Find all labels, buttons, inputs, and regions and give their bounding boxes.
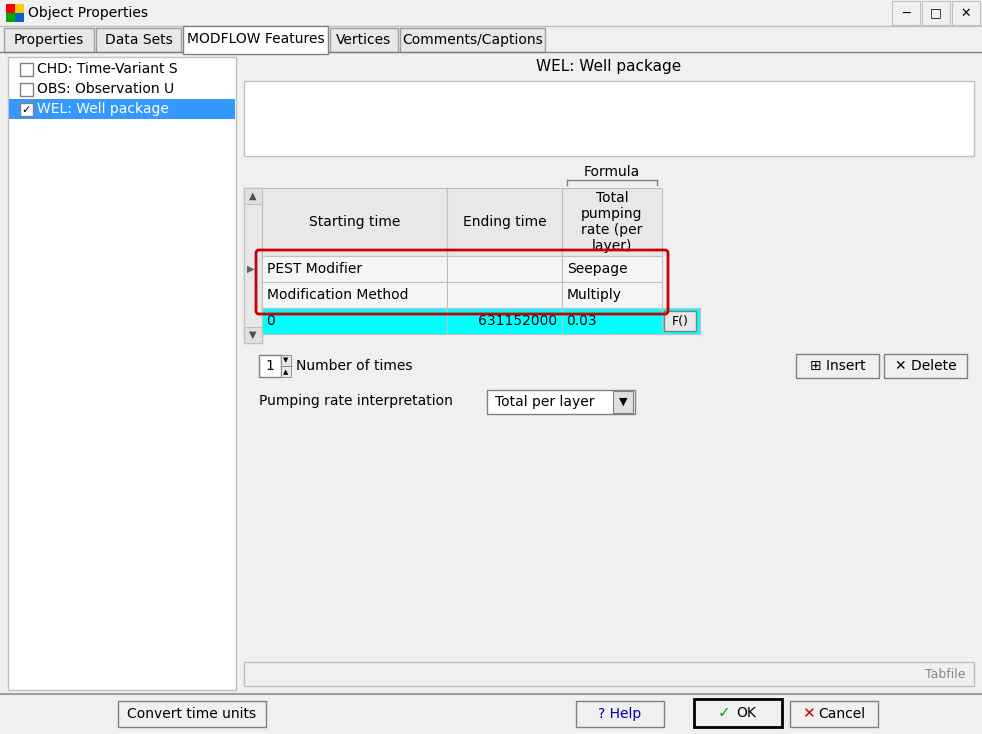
Text: ▼: ▼ xyxy=(249,330,256,340)
Text: MODFLOW Features: MODFLOW Features xyxy=(187,32,324,46)
Text: ─: ─ xyxy=(902,7,909,20)
Bar xyxy=(576,701,664,727)
Text: PEST Modifier: PEST Modifier xyxy=(267,262,362,276)
Bar xyxy=(96,28,181,52)
Bar xyxy=(562,188,662,256)
Bar xyxy=(262,256,447,282)
Bar xyxy=(244,188,262,343)
Bar xyxy=(330,28,398,52)
Text: Object Properties: Object Properties xyxy=(28,6,148,20)
Text: ✓: ✓ xyxy=(718,705,731,721)
Bar xyxy=(262,282,447,308)
Bar xyxy=(15,4,24,13)
Text: Cancel: Cancel xyxy=(818,707,865,721)
Bar xyxy=(0,26,982,52)
Text: Vertices: Vertices xyxy=(337,33,392,47)
Text: Ending time: Ending time xyxy=(463,215,546,229)
Bar xyxy=(0,53,982,694)
Text: Tabfile: Tabfile xyxy=(925,667,966,680)
Bar xyxy=(20,83,33,96)
Bar xyxy=(922,1,950,25)
Text: 631152000: 631152000 xyxy=(478,314,557,328)
Bar xyxy=(118,701,266,727)
Bar xyxy=(262,188,447,256)
Text: WEL: Well package: WEL: Well package xyxy=(37,102,169,116)
Bar xyxy=(20,63,33,76)
Text: Pumping rate interpretation: Pumping rate interpretation xyxy=(259,394,453,408)
Bar xyxy=(15,13,24,22)
Bar xyxy=(447,282,562,308)
Text: Seepage: Seepage xyxy=(567,262,627,276)
Text: ▲: ▲ xyxy=(284,369,289,375)
Text: Data Sets: Data Sets xyxy=(105,33,173,47)
Bar xyxy=(183,26,328,54)
Text: Number of times: Number of times xyxy=(296,359,412,373)
Bar xyxy=(8,57,236,690)
Text: WEL: Well package: WEL: Well package xyxy=(536,59,682,74)
Bar xyxy=(281,355,291,366)
Text: 0.03: 0.03 xyxy=(566,314,597,328)
Bar xyxy=(6,4,15,13)
Bar xyxy=(562,256,662,282)
Text: ▶: ▶ xyxy=(247,264,254,274)
Bar xyxy=(244,81,974,156)
Bar xyxy=(244,327,262,343)
Bar xyxy=(952,1,980,25)
Bar xyxy=(400,28,545,52)
Bar xyxy=(487,390,635,414)
Bar xyxy=(664,311,696,331)
Text: ▼: ▼ xyxy=(619,397,627,407)
Text: ✓: ✓ xyxy=(21,104,30,115)
Text: ✕ Delete: ✕ Delete xyxy=(896,359,956,373)
Text: ▼: ▼ xyxy=(284,357,289,363)
Bar xyxy=(694,699,782,727)
Bar xyxy=(562,308,662,334)
Bar xyxy=(562,282,662,308)
Text: Starting time: Starting time xyxy=(308,215,401,229)
Bar xyxy=(796,354,879,378)
Text: OBS: Observation U: OBS: Observation U xyxy=(37,82,174,96)
Text: F(): F() xyxy=(672,314,688,327)
Text: ? Help: ? Help xyxy=(598,707,641,721)
Text: ✕: ✕ xyxy=(801,707,814,722)
Text: Total per layer: Total per layer xyxy=(495,395,594,409)
Bar xyxy=(262,308,447,334)
Text: 1: 1 xyxy=(265,359,274,373)
Text: CHD: Time-Variant S: CHD: Time-Variant S xyxy=(37,62,178,76)
Bar xyxy=(259,355,281,377)
Text: OK: OK xyxy=(736,706,756,720)
Text: □: □ xyxy=(930,7,942,20)
Text: ▲: ▲ xyxy=(249,191,256,201)
Bar xyxy=(4,28,94,52)
Text: 0: 0 xyxy=(266,314,275,328)
Bar xyxy=(613,391,633,413)
Bar xyxy=(884,354,967,378)
Text: Modification Method: Modification Method xyxy=(267,288,409,302)
Bar xyxy=(281,366,291,377)
Text: Total
pumping
rate (per
layer): Total pumping rate (per layer) xyxy=(581,191,643,253)
Text: Comments/Captions: Comments/Captions xyxy=(402,33,543,47)
Bar xyxy=(892,1,920,25)
Text: Properties: Properties xyxy=(14,33,84,47)
Bar xyxy=(447,256,562,282)
Bar xyxy=(244,160,974,188)
Text: ✕: ✕ xyxy=(960,7,971,20)
Text: Multiply: Multiply xyxy=(567,288,622,302)
Bar xyxy=(0,0,982,26)
Bar xyxy=(790,701,878,727)
Text: ⊞ Insert: ⊞ Insert xyxy=(810,359,866,373)
Bar xyxy=(0,694,982,734)
Bar xyxy=(6,13,15,22)
Bar xyxy=(9,99,235,119)
Bar xyxy=(447,188,562,256)
Bar xyxy=(447,308,562,334)
Bar xyxy=(244,188,262,204)
Bar xyxy=(662,308,700,334)
Bar xyxy=(20,103,33,116)
Text: Formula: Formula xyxy=(584,165,640,179)
Bar xyxy=(244,662,974,686)
Text: Convert time units: Convert time units xyxy=(128,707,256,721)
